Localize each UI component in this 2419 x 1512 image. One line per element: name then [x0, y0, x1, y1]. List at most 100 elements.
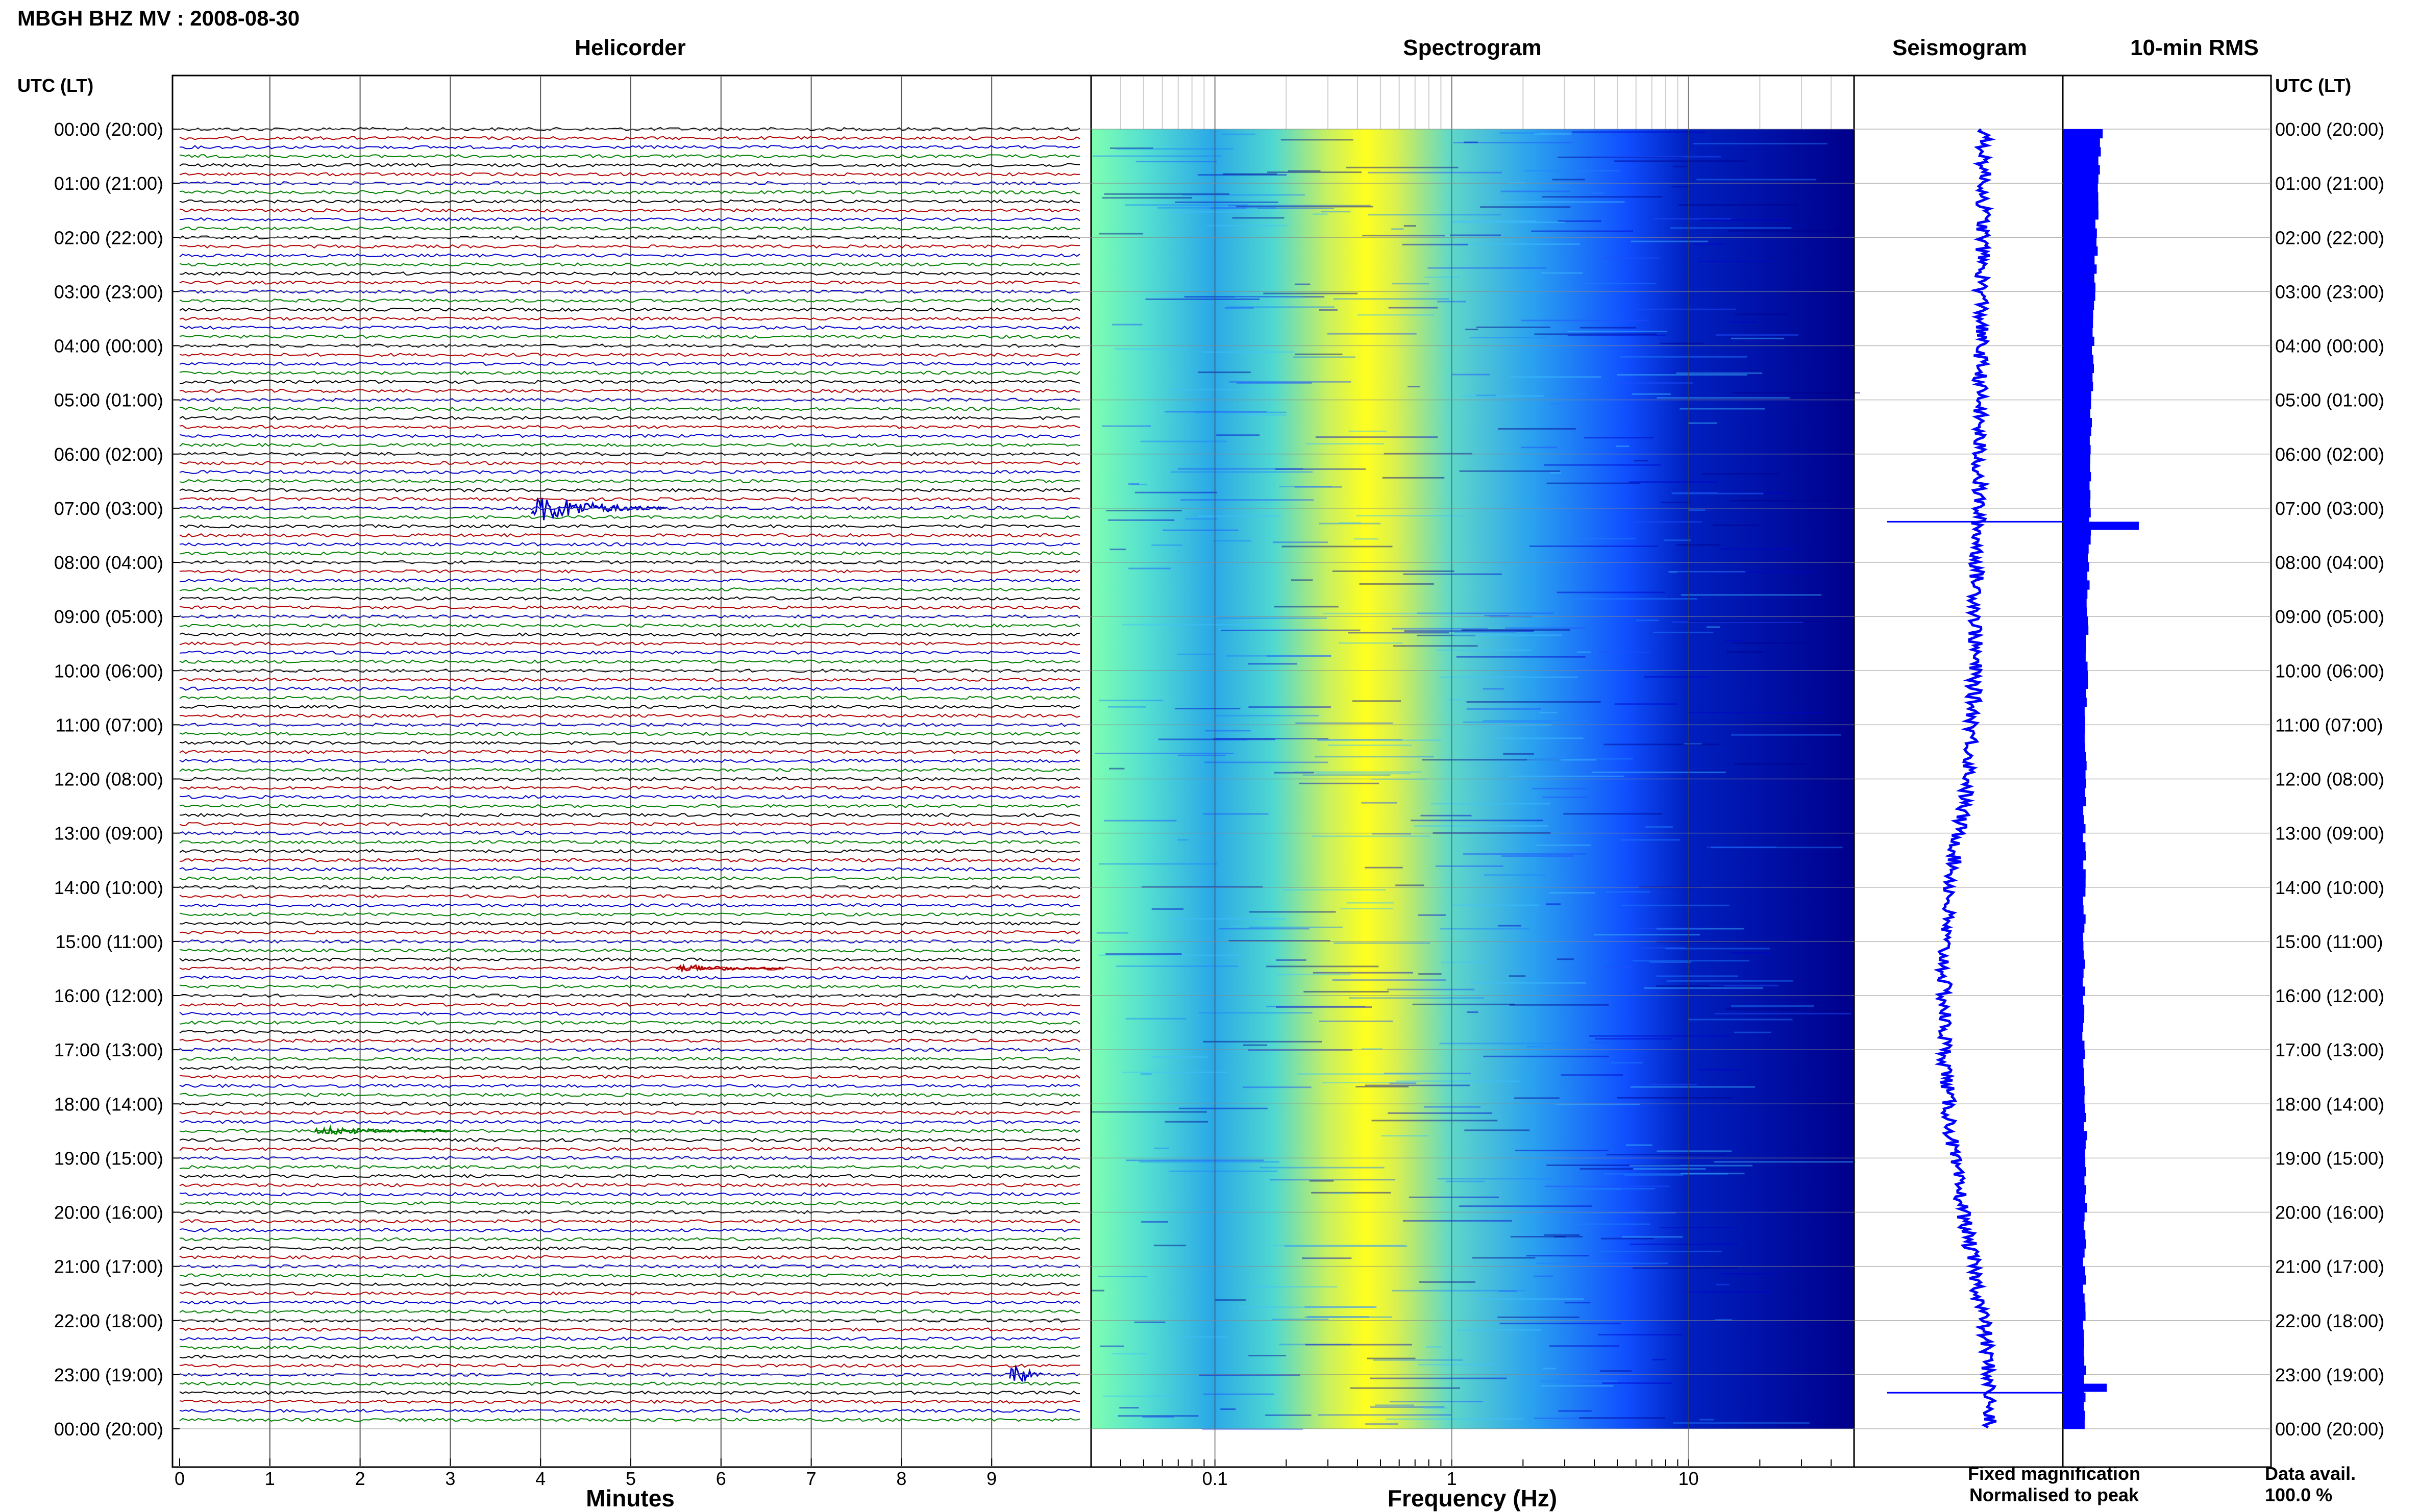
spectrogram-noise-stripe: [1281, 546, 1393, 548]
rms-bar: [2063, 878, 2086, 888]
spectrogram-noise-stripe: [1139, 1161, 1279, 1163]
rms-bar: [2063, 1050, 2085, 1059]
spectrogram-noise-stripe: [1218, 928, 1310, 930]
spectrogram-noise-stripe: [1439, 1043, 1582, 1045]
helicorder-trace-row: [180, 271, 1080, 276]
rms-bar: [2063, 887, 2086, 897]
spectrogram-noise-stripe: [1699, 219, 1787, 221]
spectrogram-noise-stripe: [1526, 1255, 1589, 1257]
time-label-left: 21:00 (17:00): [54, 1256, 163, 1277]
helicorder-trace-row: [179, 299, 1080, 303]
rms-bar: [2063, 1013, 2084, 1023]
spectrogram-noise-stripe: [1317, 739, 1441, 741]
time-label-left: 00:00 (20:00): [54, 119, 163, 140]
seismogram-series: [1887, 128, 2071, 1429]
helicorder-trace-row: [179, 1029, 1080, 1034]
helicorder-trace-row: [179, 1102, 1080, 1106]
time-label-left: 02:00 (22:00): [54, 227, 163, 248]
spectrogram-noise-stripe: [1483, 1055, 1609, 1057]
spectrogram-noise-stripe: [1453, 634, 1562, 636]
spectrogram-noise-stripe: [1207, 225, 1288, 227]
spectrogram-noise-stripe: [1476, 394, 1496, 396]
rms-bar: [2063, 1140, 2086, 1150]
rms-bar: [2063, 851, 2086, 861]
spectrogram-noise-stripe: [1644, 987, 1763, 989]
time-label-right: 03:00 (23:00): [2275, 281, 2384, 302]
rms-bar: [2063, 1366, 2086, 1375]
rms-bar: [2063, 165, 2100, 175]
spectrogram-noise-stripe: [1319, 309, 1338, 311]
helicorder-trace-row: [179, 1065, 1080, 1070]
spectrogram-noise-stripe: [1271, 1319, 1329, 1321]
time-label-left: 03:00 (23:00): [54, 281, 163, 302]
rms-bar: [2063, 291, 2095, 301]
spectrogram-noise-stripe: [1671, 186, 1690, 188]
rms-bar: [2063, 661, 2088, 671]
spectrogram-noise-stripe: [1367, 1357, 1416, 1359]
spectrogram-noise-stripe: [1515, 1150, 1609, 1152]
spectrogram-noise-stripe: [1339, 642, 1403, 644]
spectrogram-noise-stripe: [1198, 515, 1281, 517]
helicorder-trace-row: [179, 208, 1080, 213]
spectrogram-noise-stripe: [1420, 814, 1472, 816]
spectrogram-noise-stripe: [1306, 443, 1385, 445]
spectrogram-noise-stripe: [1279, 1344, 1351, 1346]
spectrogram-noise-stripe: [1546, 903, 1561, 905]
spectrogram-noise-stripe: [1602, 1382, 1672, 1384]
rms-bar: [2063, 1347, 2084, 1357]
rms-bar: [2063, 1212, 2085, 1222]
helicorder-trace-row: [179, 1183, 1080, 1187]
spectrogram-noise-stripe: [1688, 1019, 1793, 1021]
rms-bar: [2063, 264, 2097, 274]
helicorder-title: Helicorder: [575, 35, 686, 60]
spectrogram-noise-stripe: [1514, 1097, 1560, 1099]
spectrogram-noise-stripe: [1112, 1353, 1147, 1355]
spectrogram-noise-stripe: [1556, 1223, 1650, 1225]
helicorder-trace-row: [179, 578, 1080, 583]
hour-gridlines: [172, 129, 2271, 1429]
time-label-right: 08:00 (04:00): [2275, 552, 2384, 573]
rms-bar: [2063, 941, 2084, 951]
spectrogram-noise-stripe: [1614, 703, 1677, 705]
spectrogram-noise-stripe: [1202, 351, 1295, 353]
spectrogram-noise-stripe: [1644, 676, 1710, 678]
rms-bar: [2063, 192, 2099, 202]
spectrogram-noise-stripe: [1222, 133, 1255, 135]
rms-bar: [2063, 788, 2085, 798]
time-labels-left: 00:00 (20:00) 01:00 (21:00) 02:00 (22:00) 0…: [54, 119, 180, 1440]
spectrogram-x-ticks: 0.1 1 10: [1202, 1468, 1699, 1489]
rms-bar: [2063, 201, 2099, 211]
spectrogram-noise-stripe: [1368, 171, 1502, 173]
spectrogram-noise-stripe: [1726, 651, 1763, 653]
spectrogram-noise-stripe: [1350, 1387, 1460, 1389]
spectrogram-noise-stripe: [1409, 1196, 1499, 1198]
spectrogram-noise-stripe: [1504, 627, 1586, 629]
spectrogram-noise-stripe: [1636, 619, 1660, 622]
legend-normalised-to-peak: Normalised to peak: [1969, 1484, 2139, 1505]
spectrogram-noise-stripe: [1106, 510, 1182, 512]
spectrogram-noise-stripe: [1204, 761, 1328, 763]
helicorder-trace-row: [179, 1011, 1080, 1016]
spectrogram-noise-stripe: [1365, 866, 1403, 869]
spectrogram-noise-stripe: [1564, 1302, 1591, 1304]
spectrogram-noise-stripe: [1684, 743, 1702, 745]
spectrogram-noise-stripe: [1395, 884, 1424, 886]
rms-bar: [2063, 427, 2091, 436]
spectrogram-noise-stripe: [1427, 267, 1546, 269]
helicorder-trace-row: [179, 1327, 1080, 1332]
spectrogram-noise-stripe: [1307, 1316, 1370, 1318]
spectrogram-noise-stripe: [1197, 174, 1287, 176]
spectrogram-noise-stripe: [1621, 839, 1681, 841]
spectrogram-noise-stripe: [1276, 974, 1351, 976]
spectrogram-noise-stripe: [1441, 961, 1489, 963]
spectrogram-noise-stripe: [1599, 1370, 1632, 1372]
helicorder-trace-row: [179, 1309, 1080, 1314]
spectrogram-noise-stripe: [1370, 1377, 1507, 1379]
spectrogram-noise-stripe: [1103, 820, 1177, 822]
helicorder-trace-row: [179, 334, 1080, 339]
data-avail-value: 100.0 %: [2265, 1484, 2332, 1505]
time-label-right: 07:00 (03:00): [2275, 498, 2384, 519]
rms-bar: [2063, 1058, 2084, 1068]
rms-bar: [2063, 499, 2090, 509]
spectrogram-noise-stripe: [1435, 865, 1503, 867]
